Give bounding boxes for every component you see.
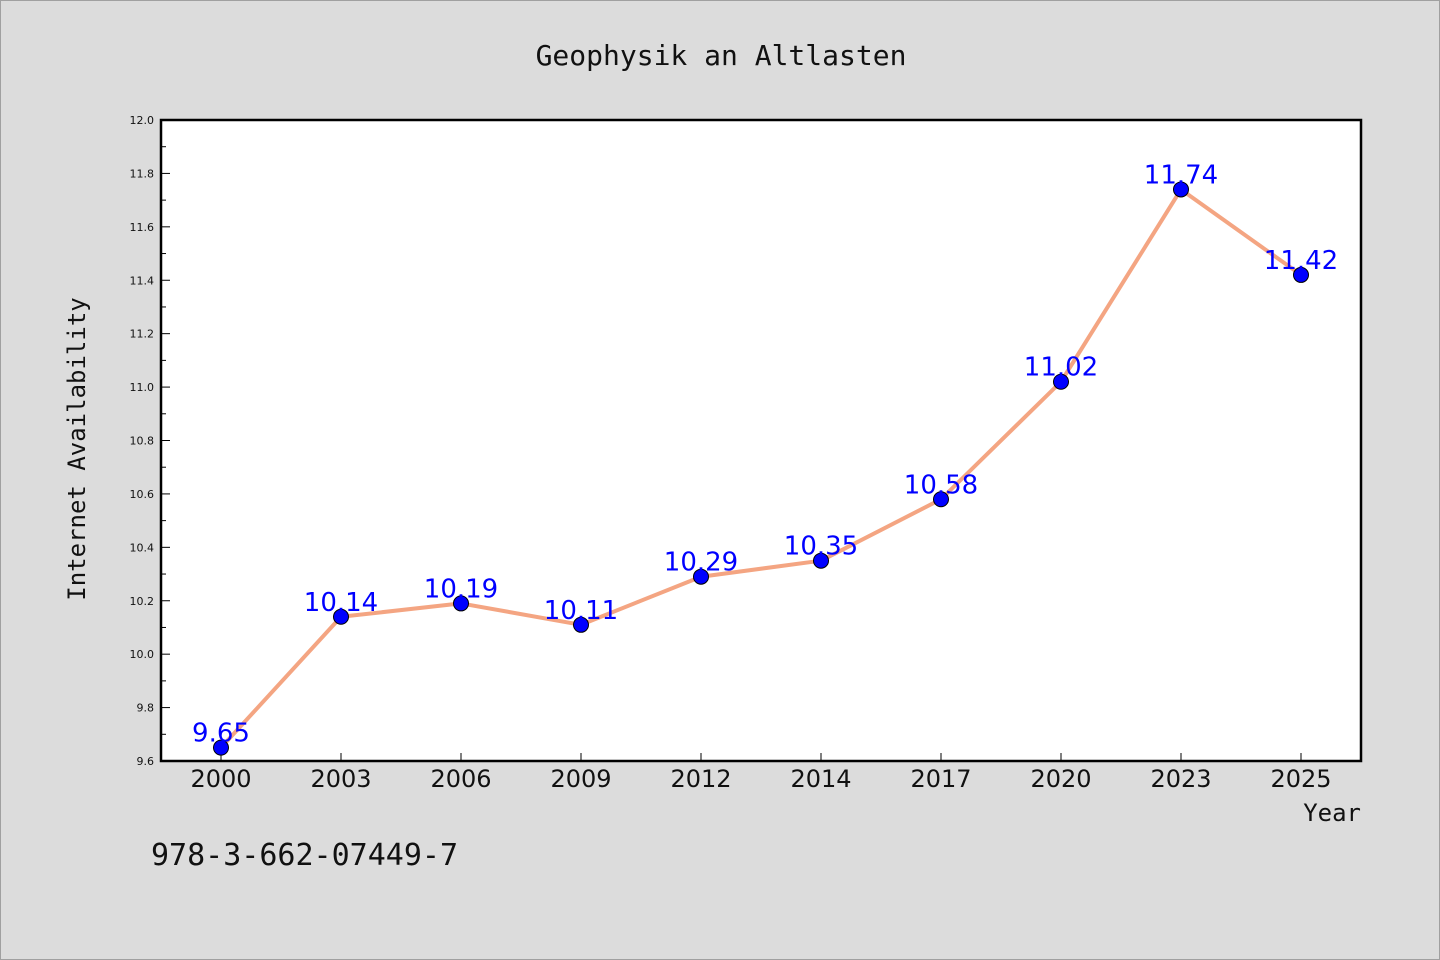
y-tick-label: 10.2 <box>130 595 155 608</box>
data-label: 10.14 <box>304 588 378 618</box>
data-label: 9.65 <box>192 719 250 749</box>
data-label: 11.02 <box>1024 353 1098 383</box>
y-tick-label: 10.4 <box>130 541 155 554</box>
data-point <box>813 552 829 569</box>
data-point <box>1293 266 1309 283</box>
y-tick-label: 10.0 <box>130 648 155 661</box>
data-label: 10.29 <box>664 548 738 578</box>
y-tick-label: 9.6 <box>137 755 155 768</box>
x-tick-label: 2003 <box>310 765 371 793</box>
data-point <box>573 616 589 633</box>
x-tick-label: 2006 <box>430 765 491 793</box>
data-point <box>693 568 709 585</box>
series-line-group: 9.65 10.14 10.19 10.11 10.29 10.35 10.58 11.02 1… <box>192 160 1338 756</box>
data-point <box>453 595 469 612</box>
isbn-annotation: 978-3-662-07449-7 <box>151 838 458 873</box>
y-tick-label: 11.4 <box>130 274 155 287</box>
x-tick-label: 2023 <box>1150 765 1211 793</box>
y-tick-label: 10.8 <box>130 435 155 448</box>
x-tick-label: 2012 <box>670 765 731 793</box>
chart-title: Geophysik an Altlasten <box>536 39 907 72</box>
x-tick-label: 2009 <box>550 765 611 793</box>
data-point <box>1053 373 1069 390</box>
data-point <box>213 739 229 756</box>
x-axis: 2000 2003 2006 2009 2012 2014 2017 2020 2023 2025 <box>190 753 1332 793</box>
y-tick-label: 10.6 <box>130 488 155 501</box>
data-label: 10.19 <box>424 574 498 604</box>
y-tick-label: 9.8 <box>137 702 155 715</box>
y-axis: 9.6 9.8 10.0 10.2 10.4 10.6 10.8 11.0 11.2 11.4 11… <box>130 114 170 768</box>
y-tick-label: 12.0 <box>130 114 155 127</box>
y-tick-label: 11.6 <box>130 221 155 234</box>
data-point <box>933 491 949 508</box>
data-label: 10.11 <box>544 596 618 626</box>
series-line <box>219 187 1303 750</box>
x-tick-label: 2025 <box>1270 765 1331 793</box>
y-axis-label: Internet Availability <box>63 297 91 600</box>
data-label: 10.58 <box>904 470 978 500</box>
x-tick-label: 2017 <box>910 765 971 793</box>
x-axis-label: Year <box>1303 799 1361 827</box>
x-tick-label: 2014 <box>790 765 851 793</box>
x-tick-label: 2020 <box>1030 765 1091 793</box>
data-point <box>333 608 349 625</box>
plot-area <box>159 118 1363 763</box>
y-tick-label: 11.2 <box>130 328 155 341</box>
data-point <box>1173 181 1189 198</box>
data-label: 11.42 <box>1264 246 1338 276</box>
data-label: 10.35 <box>784 532 858 562</box>
y-tick-label: 11.0 <box>130 381 155 394</box>
data-label: 11.74 <box>1144 160 1218 190</box>
y-tick-label: 11.8 <box>130 167 155 180</box>
x-tick-label: 2000 <box>190 765 251 793</box>
